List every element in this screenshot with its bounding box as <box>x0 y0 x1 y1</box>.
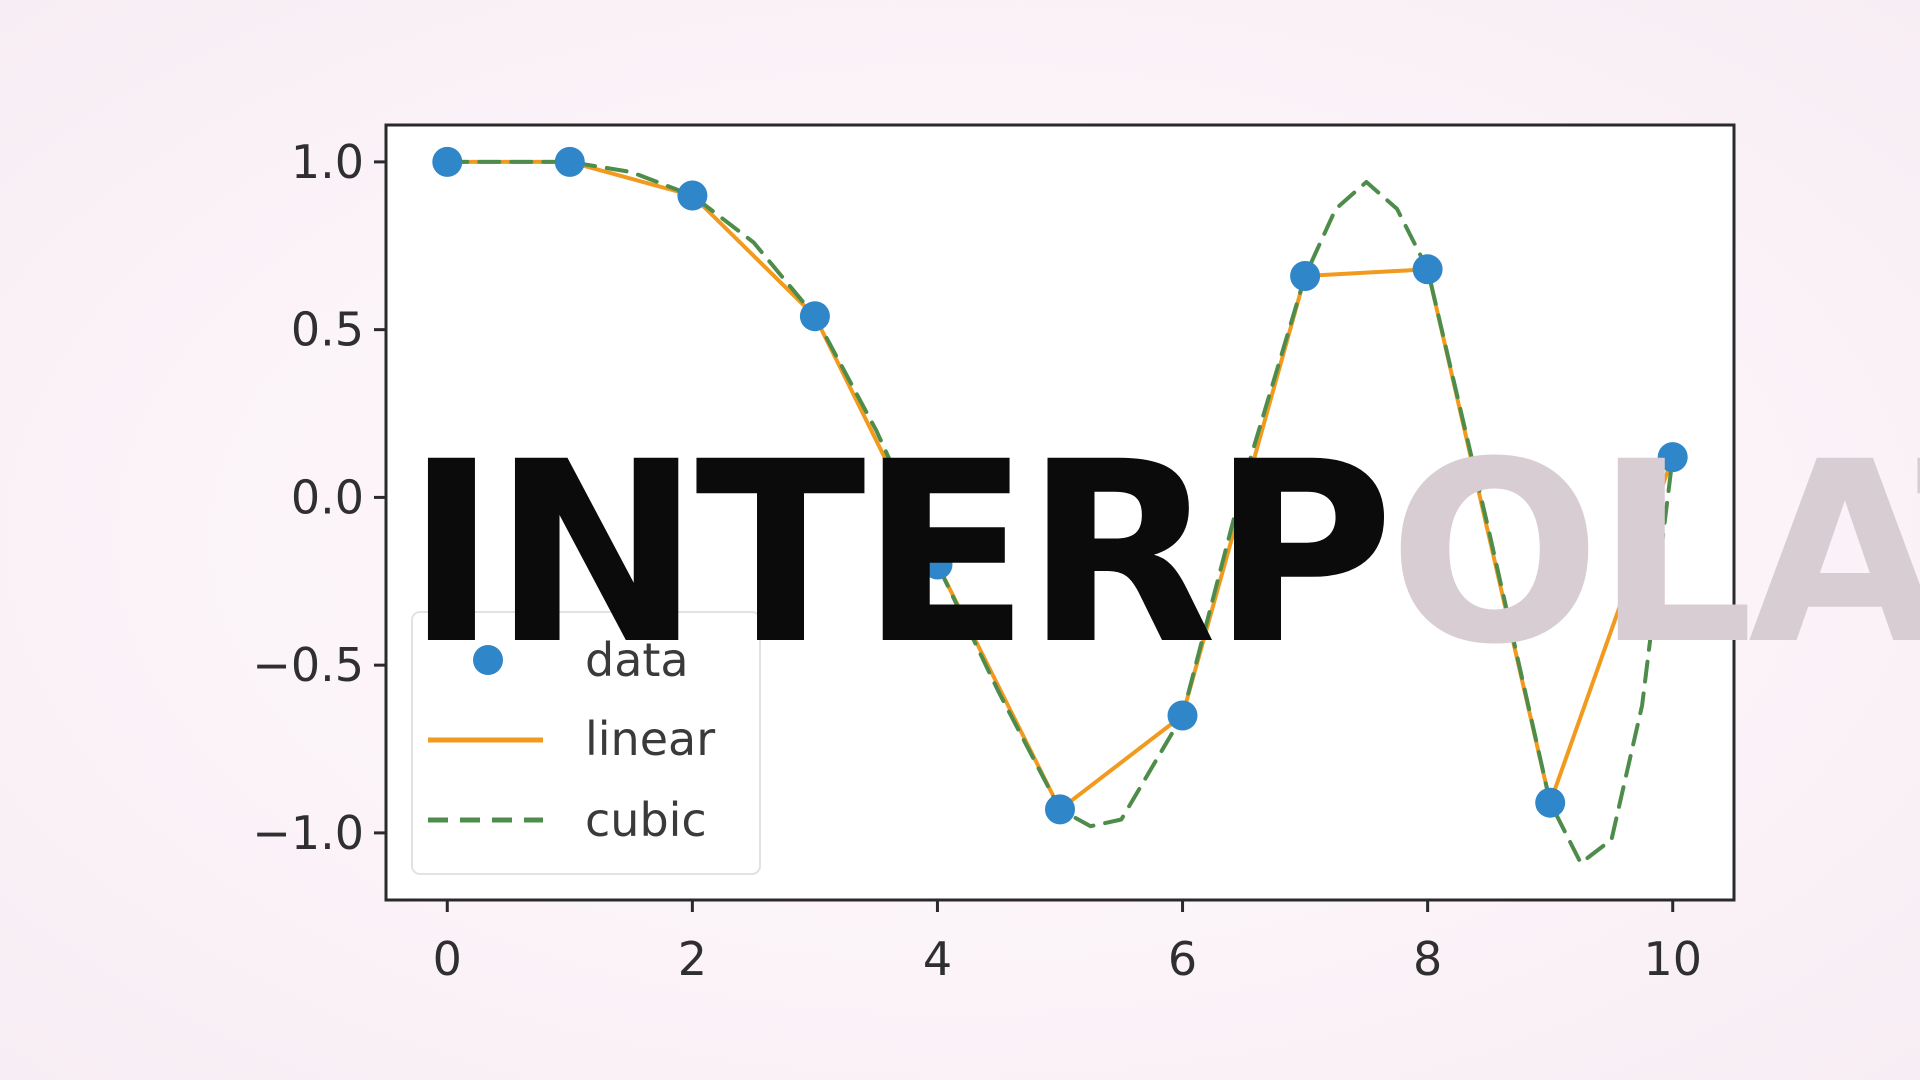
axes-frame <box>384 123 1736 902</box>
title-part-interp: INTERP <box>405 408 1388 699</box>
x-tick-label: 2 <box>678 932 707 986</box>
legend-marker-data <box>473 645 503 675</box>
x-tick-label: 8 <box>1413 932 1442 986</box>
data-point <box>1535 787 1566 818</box>
title-part-olation: OLATION <box>1388 408 1920 699</box>
data-point <box>1167 700 1198 731</box>
data-point <box>1290 261 1321 291</box>
legend-label-cubic: cubic <box>585 793 707 847</box>
legend-label-data: data <box>585 633 689 687</box>
y-tick-label: 0.0 <box>291 470 364 524</box>
data-point <box>799 301 830 332</box>
data-point <box>1045 794 1075 825</box>
data-point <box>432 146 463 177</box>
y-tick-label: −1.0 <box>252 806 364 860</box>
y-tick-label: 1.0 <box>291 135 364 189</box>
x-axis: 0 2 4 6 8 10 <box>433 900 1702 986</box>
y-tick-label: −0.5 <box>252 638 364 692</box>
x-tick-label: 0 <box>433 932 462 986</box>
x-tick-label: 4 <box>923 932 952 986</box>
y-tick-label: 0.5 <box>291 303 364 357</box>
x-tick-label: 6 <box>1168 932 1197 986</box>
data-point <box>922 549 953 580</box>
data-point <box>677 180 708 211</box>
data-point <box>554 146 585 177</box>
data-point <box>1412 254 1443 285</box>
x-tick-label: 10 <box>1643 932 1702 986</box>
legend-label-linear: linear <box>585 712 715 766</box>
legend-box <box>411 611 761 875</box>
overlay-title: INTERPOLATION <box>405 408 1920 699</box>
data-point <box>1657 442 1688 473</box>
y-axis: 1.0 0.5 0.0 −0.5 −1.0 <box>252 135 386 860</box>
data-markers <box>432 146 1688 825</box>
legend: data linear cubic <box>411 611 761 875</box>
